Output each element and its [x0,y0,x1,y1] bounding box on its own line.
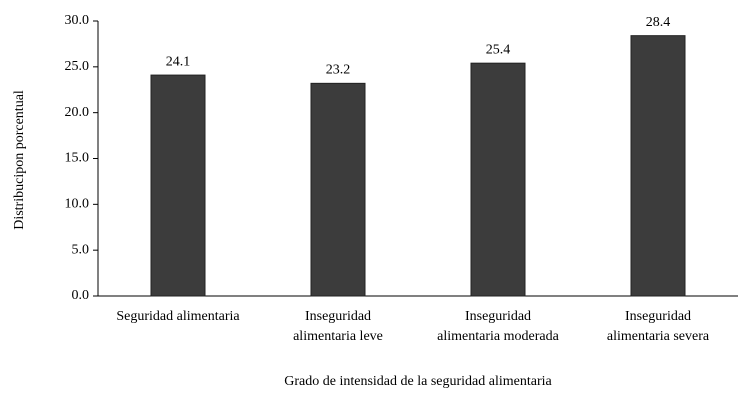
x-tick-label: Inseguridad [465,309,531,324]
x-tick-label: Seguridad alimentaria [116,309,240,324]
data-label: 25.4 [486,42,511,57]
y-tick-label: 20.0 [65,105,90,120]
y-tick-label: 15.0 [65,151,90,166]
x-tick-label: alimentaria severa [607,329,710,344]
y-axis-label: Distribucipon porcentual [12,90,27,230]
x-tick-label: Inseguridad [305,309,371,324]
x-tick-label: alimentaria moderada [437,329,559,344]
y-tick-label: 30.0 [65,13,90,28]
x-tick-label: alimentaria leve [293,329,383,344]
y-tick-label: 10.0 [65,197,90,212]
y-tick-label: 5.0 [72,242,90,257]
data-label: 24.1 [166,54,191,69]
data-label: 28.4 [646,15,671,30]
x-tick-label: Inseguridad [625,309,691,324]
y-tick-label: 0.0 [72,288,90,303]
y-tick-label: 25.0 [65,59,90,74]
data-label: 23.2 [326,63,351,78]
bar [150,74,206,297]
bar [310,82,366,297]
x-axis-label: Grado de intensidad de la seguridad alim… [284,374,552,389]
bar [630,35,686,297]
bar [470,62,526,297]
